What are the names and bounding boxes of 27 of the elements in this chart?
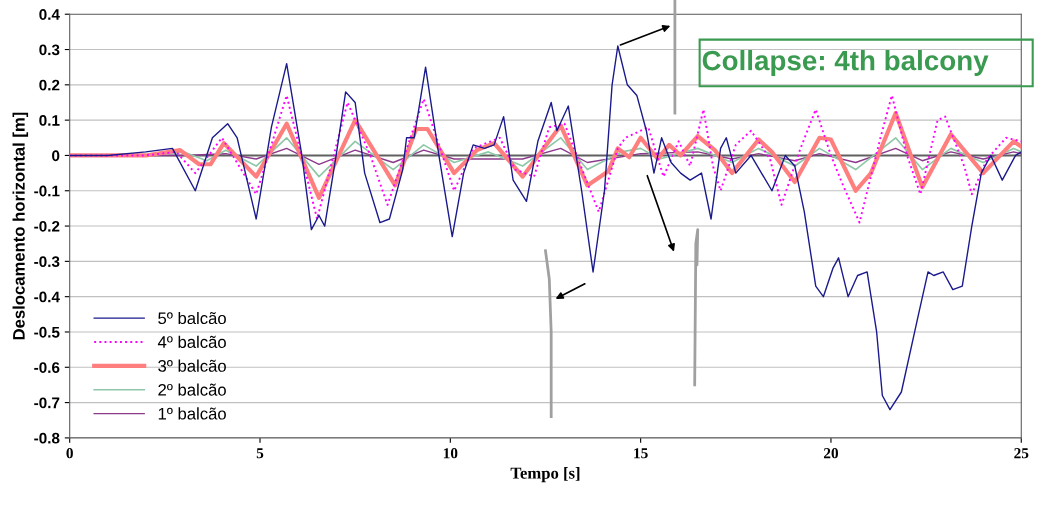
y-tick-label: 0.3 xyxy=(39,44,60,56)
y-tick-label: -0.4 xyxy=(34,291,60,303)
x-tick-label: 0 xyxy=(66,448,73,459)
y-tick-label: -0.1 xyxy=(34,185,60,197)
legend-label: 5º balcão xyxy=(158,311,226,325)
annotation: Collapse: 4th balcony xyxy=(702,50,989,76)
y-tick-label: -0.2 xyxy=(34,220,60,232)
y-tick-label: -0.5 xyxy=(34,326,60,338)
y-tick-label: 0.4 xyxy=(39,9,60,20)
y-axis-title: Deslocamento horizontal [m] xyxy=(12,112,29,340)
legend-label: 4º balcão xyxy=(157,335,226,348)
y-tick-label: -0.6 xyxy=(34,362,60,373)
y-tick-label: -0.3 xyxy=(34,256,60,268)
x-tick-label: 25 xyxy=(1014,448,1029,459)
legend-label: 3º balcão xyxy=(158,359,226,372)
y-tick-label: 0.1 xyxy=(39,115,60,126)
y-tick-label: 0.2 xyxy=(39,79,60,91)
y-tick-label: -0.7 xyxy=(34,397,60,409)
x-tick-label: 20 xyxy=(823,448,839,459)
x-axis-title: Tempo [s] xyxy=(510,467,580,483)
legend-label: 2º balcão xyxy=(158,383,226,396)
x-tick-label: 15 xyxy=(634,448,648,459)
x-tick-label: 10 xyxy=(443,448,458,459)
y-tick-label: -0.8 xyxy=(34,432,60,444)
y-tick-label: 0 xyxy=(52,150,60,162)
x-tick-label: 5 xyxy=(256,448,264,459)
legend-label: 1º balcão xyxy=(158,407,226,420)
